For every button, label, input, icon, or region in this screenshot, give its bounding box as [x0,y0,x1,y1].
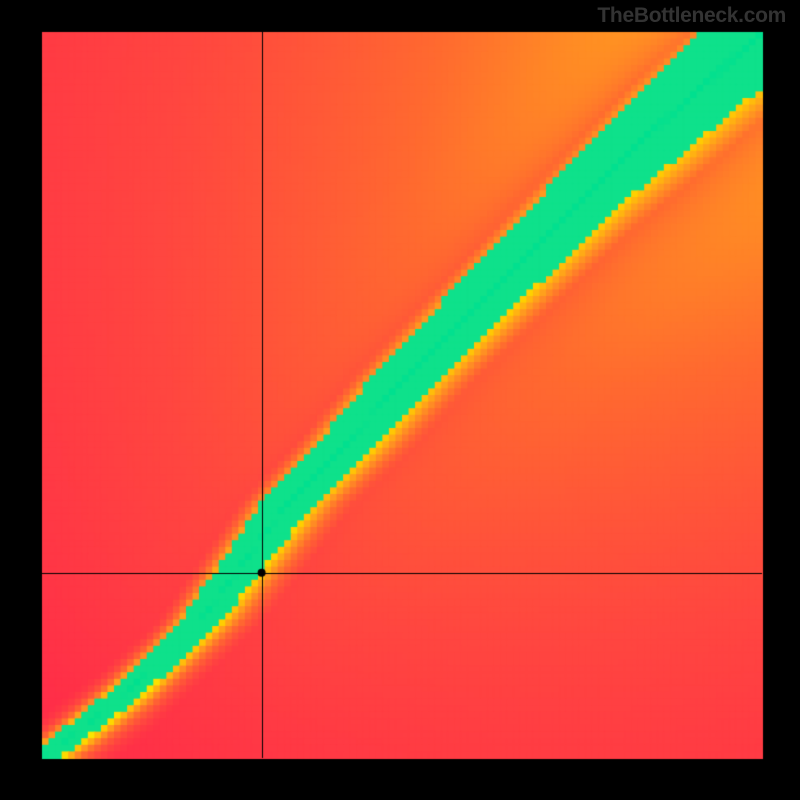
bottleneck-heatmap-chart [0,0,800,800]
attribution-text: TheBottleneck.com [597,4,786,28]
root-container: TheBottleneck.com [0,0,800,800]
